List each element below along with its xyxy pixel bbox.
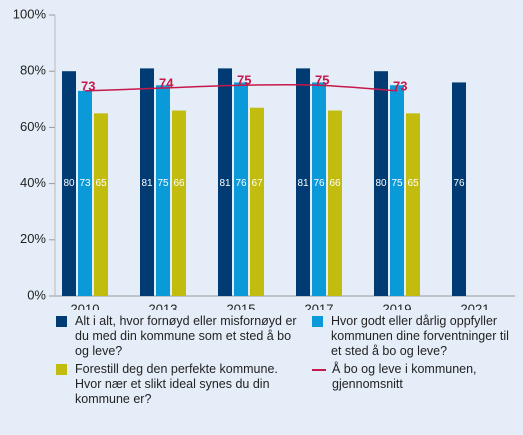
line-value-label: 75 <box>315 73 329 88</box>
legend-item: Å bo og leve i kommunen, gjennomsnitt <box>312 362 512 392</box>
x-tick-label: 2019 <box>383 301 412 310</box>
legend-swatch <box>312 316 323 327</box>
legend-item: Alt i alt, hvor fornøyd eller misfornøyd… <box>56 314 306 359</box>
bar <box>172 110 186 296</box>
legend-swatch <box>56 364 67 375</box>
bar-value-label: 81 <box>297 178 309 189</box>
bar-value-label: 80 <box>63 178 75 189</box>
bar <box>374 71 388 296</box>
bar-value-label: 66 <box>329 178 341 189</box>
x-tick-label: 2013 <box>149 301 178 310</box>
bar-value-label: 75 <box>391 178 403 189</box>
legend-label: Hvor godt eller dårlig oppfyller kommune… <box>331 314 509 358</box>
bar <box>94 113 108 296</box>
bar-value-label: 66 <box>173 178 185 189</box>
bar-value-label: 75 <box>157 178 169 189</box>
bar <box>296 68 310 296</box>
line-value-label: 73 <box>81 78 95 93</box>
bar <box>62 71 76 296</box>
bar-value-label: 81 <box>219 178 231 189</box>
bar-value-label: 76 <box>313 178 325 189</box>
x-tick-label: 2010 <box>71 301 100 310</box>
legend-item: Hvor godt eller dårlig oppfyller kommune… <box>312 314 522 359</box>
legend-swatch <box>56 316 67 327</box>
bar <box>406 113 420 296</box>
x-tick-label: 2015 <box>227 301 256 310</box>
y-tick-label: 0% <box>27 287 46 302</box>
bar <box>156 85 170 296</box>
y-tick-label: 60% <box>20 119 46 134</box>
x-tick-label: 2021 <box>461 301 490 310</box>
legend-label: Forestill deg den perfekte kommune. Hvor… <box>75 362 278 406</box>
y-tick-label: 100% <box>13 6 47 21</box>
bar-value-label: 76 <box>453 178 465 189</box>
bar <box>218 68 232 296</box>
legend-label: Å bo og leve i kommunen, gjennomsnitt <box>332 362 477 391</box>
bar <box>140 68 154 296</box>
bar <box>78 90 92 297</box>
bar <box>452 82 466 296</box>
x-tick-label: 2017 <box>305 301 334 310</box>
legend-label: Alt i alt, hvor fornøyd eller misfornøyd… <box>75 314 297 358</box>
bar <box>312 82 326 296</box>
bar <box>390 85 404 296</box>
bar <box>234 82 248 296</box>
bar-value-label: 81 <box>141 178 153 189</box>
line-value-label: 75 <box>237 73 251 88</box>
line-value-label: 74 <box>159 75 174 90</box>
y-tick-label: 40% <box>20 175 46 190</box>
line <box>84 83 398 92</box>
plot: 0% 20% 40% 60% 80% 100% 2010 2013 2015 2017 2019 20… <box>13 6 515 310</box>
bar <box>250 107 264 296</box>
y-tick-label: 20% <box>20 231 46 246</box>
bar-value-label: 65 <box>95 178 107 189</box>
legend-item: Forestill deg den perfekte kommune. Hvor… <box>56 362 306 407</box>
bar-value-label: 76 <box>235 178 247 189</box>
bar-value-label: 73 <box>79 178 91 189</box>
bar-value-label: 67 <box>251 178 263 189</box>
bar-value-label: 65 <box>407 178 419 189</box>
line-value-label: 73 <box>393 78 407 93</box>
bar <box>328 110 342 296</box>
bar-value-label: 80 <box>375 178 387 189</box>
y-tick-label: 80% <box>20 63 46 78</box>
legend-swatch <box>312 369 326 371</box>
